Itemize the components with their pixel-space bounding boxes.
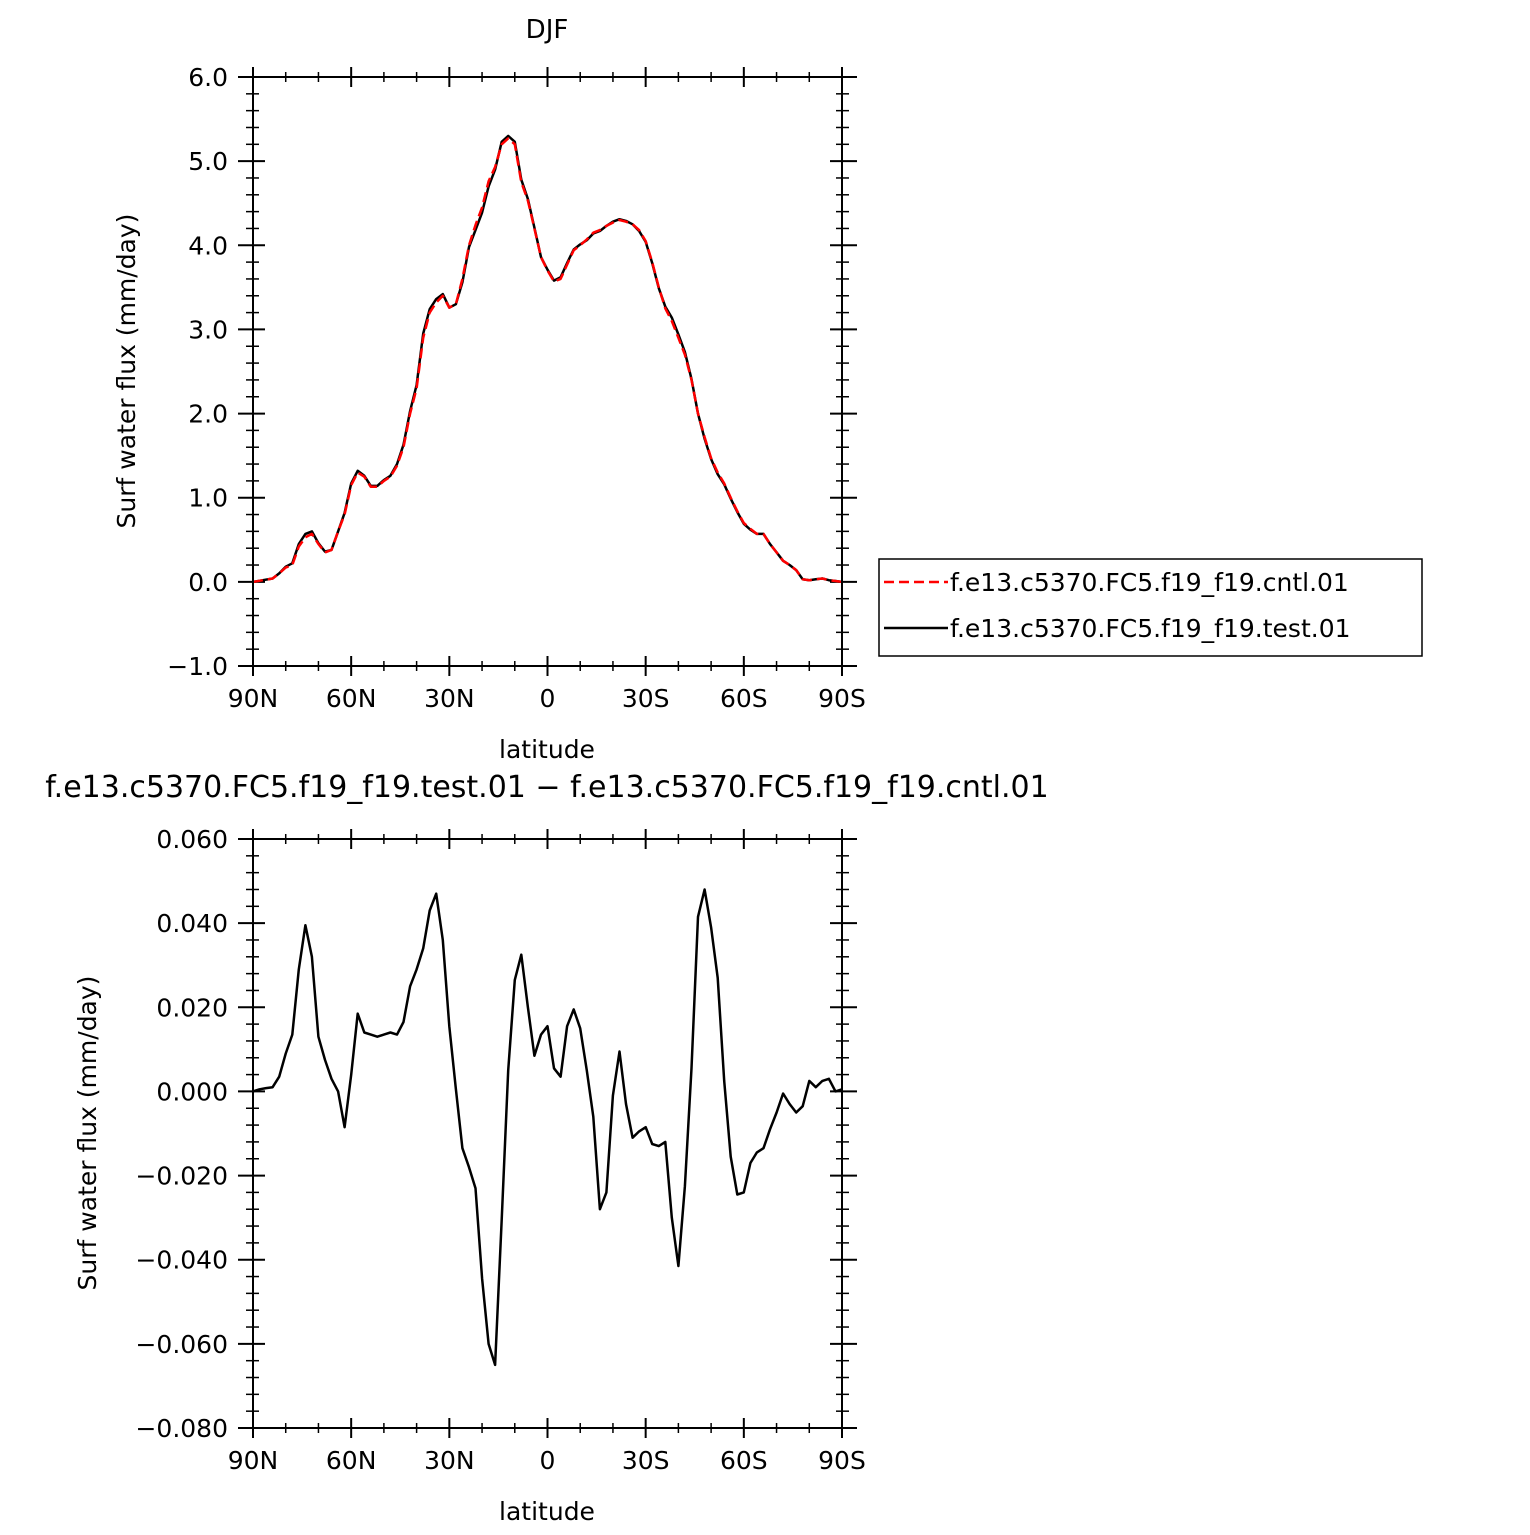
top-panel: DJF Surf water flux (mm/day) latitude 90… [112, 15, 866, 764]
top-series-lines [252, 134, 843, 584]
top-chart-title: DJF [526, 15, 569, 45]
top-y-tick-label: 0.0 [188, 568, 228, 597]
top-y-tick-label: 5.0 [188, 147, 228, 176]
top-y-axis-label: Surf water flux (mm/day) [112, 214, 141, 529]
top-x-tick-label: 90N [228, 684, 279, 713]
top-axis-ticks [238, 67, 857, 676]
bottom-y-tick-label: −0.060 [135, 1330, 228, 1359]
bottom-tick-labels: 90N 60N 30N 0 30S 60S 90S −0.080 −0.060 −0.040 −0.… [135, 825, 865, 1475]
bottom-plot-frame [252, 838, 843, 1429]
top-plot-frame [252, 76, 843, 667]
bottom-y-tick-label: 0.060 [156, 825, 228, 854]
top-x-tick-label: 30N [424, 684, 475, 713]
bottom-panel: f.e13.c5370.FC5.f19_f19.test.01 − f.e13.… [45, 770, 1048, 1526]
top-series-line-1 [252, 134, 843, 584]
bottom-chart-title: f.e13.c5370.FC5.f19_f19.test.01 − f.e13.… [45, 770, 1048, 805]
bottom-y-axis-label: Surf water flux (mm/day) [73, 976, 102, 1291]
top-series-line-0 [252, 137, 843, 584]
top-y-tick-label: −1.0 [167, 652, 228, 681]
bottom-x-tick-label: 30S [622, 1446, 670, 1475]
bottom-y-tick-label: 0.000 [156, 1077, 228, 1106]
bottom-x-tick-label: 60N [326, 1446, 377, 1475]
bottom-axis-ticks [238, 829, 857, 1438]
bottom-series-line-0 [252, 888, 843, 1367]
bottom-x-tick-label: 60S [720, 1446, 768, 1475]
bottom-series-lines [252, 888, 843, 1367]
bottom-x-tick-label: 90S [818, 1446, 866, 1475]
top-y-tick-label: 6.0 [188, 63, 228, 92]
top-y-tick-label: 4.0 [188, 231, 228, 260]
top-tick-labels: 90N 60N 30N 0 30S 60S 90S −1.0 0.0 1.0 2.0 3.0 4.0 5.… [167, 63, 866, 713]
top-x-tick-label: 30S [622, 684, 670, 713]
bottom-y-tick-label: −0.080 [135, 1414, 228, 1443]
top-x-tick-label: 90S [818, 684, 866, 713]
bottom-x-axis-label: latitude [499, 1497, 595, 1526]
bottom-y-tick-label: 0.020 [156, 993, 228, 1022]
legend-box [878, 558, 1423, 657]
top-y-tick-label: 1.0 [188, 484, 228, 513]
bottom-x-tick-label: 0 [540, 1446, 556, 1475]
legend: f.e13.c5370.FC5.f19_f19.cntl.01 f.e13.c5… [878, 558, 1423, 657]
top-x-tick-label: 60S [720, 684, 768, 713]
top-x-axis-label: latitude [499, 735, 595, 764]
top-x-tick-label: 0 [540, 684, 556, 713]
bottom-x-tick-label: 90N [228, 1446, 279, 1475]
bottom-x-tick-label: 30N [424, 1446, 475, 1475]
bottom-y-tick-label: 0.040 [156, 909, 228, 938]
top-x-tick-label: 60N [326, 684, 377, 713]
bottom-y-tick-label: −0.020 [135, 1162, 228, 1191]
bottom-y-tick-label: −0.040 [135, 1246, 228, 1275]
top-y-tick-label: 3.0 [188, 315, 228, 344]
top-y-tick-label: 2.0 [188, 400, 228, 429]
legend-label-cntl: f.e13.c5370.FC5.f19_f19.cntl.01 [950, 568, 1349, 597]
legend-label-test: f.e13.c5370.FC5.f19_f19.test.01 [950, 614, 1351, 643]
